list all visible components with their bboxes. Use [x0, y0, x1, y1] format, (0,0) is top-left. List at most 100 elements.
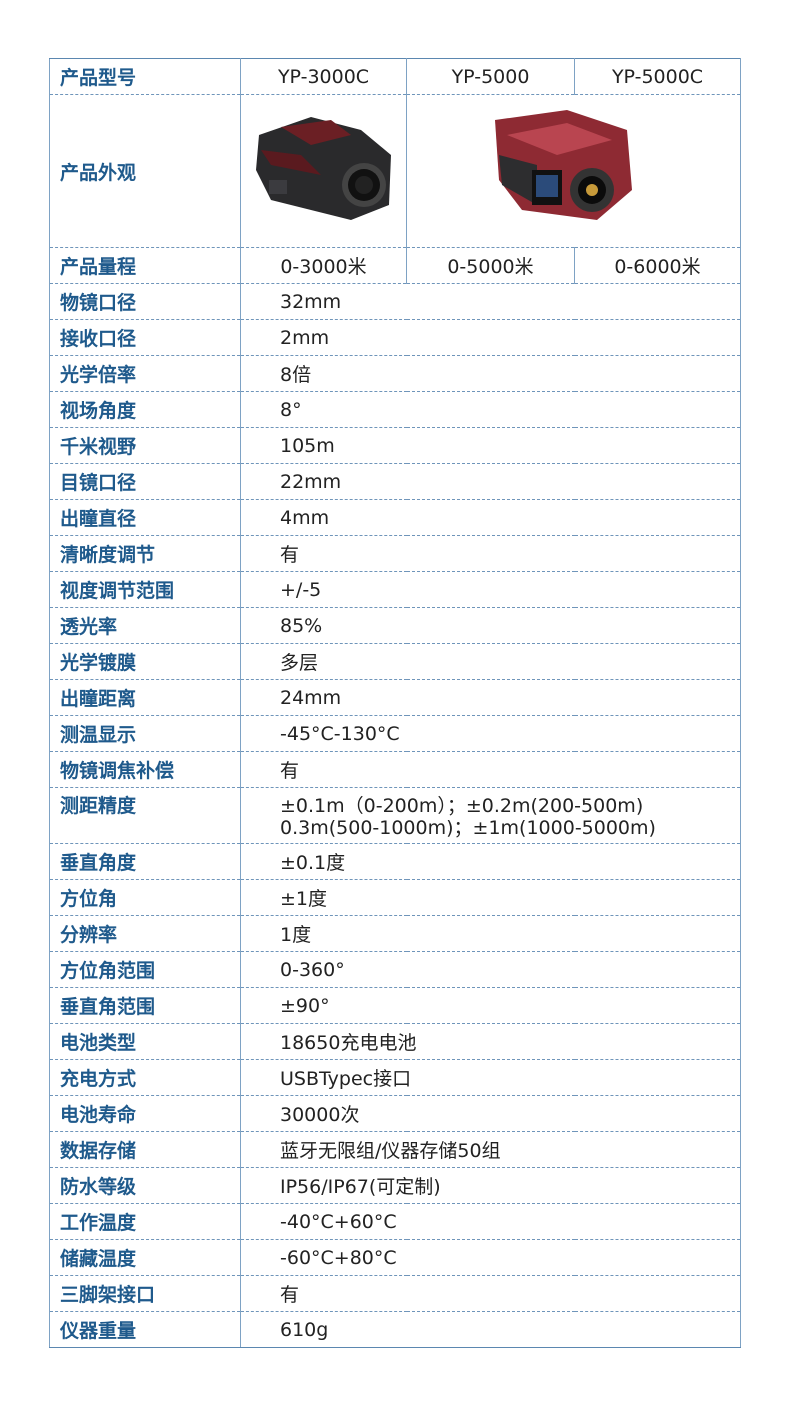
- spec-label: 出瞳直径: [49, 499, 241, 536]
- appearance-row: 产品外观: [49, 94, 741, 248]
- spec-label: 清晰度调节: [49, 535, 241, 572]
- spec-label: 垂直角度: [49, 843, 241, 880]
- spec-row: 测温显示 -45°C-130°C: [49, 715, 741, 752]
- spec-label: 目镜口径: [49, 463, 241, 500]
- range-row: 产品量程 0-3000米 0-5000米 0-6000米: [49, 247, 741, 284]
- spec-label: 数据存储: [49, 1131, 241, 1168]
- spec-label: 电池类型: [49, 1023, 241, 1060]
- product-image-yp5000: [406, 94, 741, 248]
- spec-label: 物镜调焦补偿: [49, 751, 241, 788]
- spec-value: 1度: [240, 915, 741, 952]
- spec-row: 物镜口径 32mm: [49, 283, 741, 320]
- spec-label: 透光率: [49, 607, 241, 644]
- spec-label: 出瞳距离: [49, 679, 241, 716]
- spec-value: 22mm: [240, 463, 741, 500]
- spec-row: 透光率 85%: [49, 607, 741, 644]
- spec-value: 有: [240, 751, 741, 788]
- spec-value: -45°C-130°C: [240, 715, 741, 752]
- range-yp5000: 0-5000米: [406, 247, 575, 284]
- spec-value: 有: [240, 1275, 741, 1312]
- spec-label: 视度调节范围: [49, 571, 241, 608]
- spec-row: 目镜口径 22mm: [49, 463, 741, 500]
- spec-row: 清晰度调节有: [49, 535, 741, 572]
- spec-row: 视度调节范围 +/-5: [49, 571, 741, 608]
- spec-row: 物镜调焦补偿有: [49, 751, 741, 788]
- spec-value: 30000次: [240, 1095, 741, 1132]
- spec-row: 防水等级 IP56/IP67(可定制): [49, 1167, 741, 1204]
- spec-value: 4mm: [240, 499, 741, 536]
- spec-label: 物镜口径: [49, 283, 241, 320]
- range-label: 产品量程: [49, 247, 241, 284]
- rangefinder-dark-image: [256, 117, 391, 220]
- spec-row: 出瞳直径 4mm: [49, 499, 741, 536]
- model-label: 产品型号: [49, 58, 241, 95]
- spec-label: 接收口径: [49, 319, 241, 356]
- accuracy-value: ±0.1m（0-200m）；±0.2m(200-500m) 0.3m(500-10…: [240, 787, 741, 844]
- spec-row: 视场角度 8°: [49, 391, 741, 428]
- spec-row: 电池类型 18650充电电池: [49, 1023, 741, 1060]
- spec-value: ±1度: [240, 879, 741, 916]
- spec-row: 千米视野 105m: [49, 427, 741, 464]
- spec-row: 三脚架接口有: [49, 1275, 741, 1312]
- spec-row: 充电方式 USBTypec接口: [49, 1059, 741, 1096]
- spec-label: 电池寿命: [49, 1095, 241, 1132]
- rangefinder-red-image: [495, 110, 632, 220]
- spec-label: 三脚架接口: [49, 1275, 241, 1312]
- spec-row: 方位角 ±1度: [49, 879, 741, 916]
- spec-value: +/-5: [240, 571, 741, 608]
- spec-value: -40°C+60°C: [240, 1203, 741, 1240]
- spec-value: 24mm: [240, 679, 741, 716]
- spec-value: 18650充电电池: [240, 1023, 741, 1060]
- spec-value: 多层: [240, 643, 741, 680]
- spec-value: USBTypec接口: [240, 1059, 741, 1096]
- spec-row: 垂直角度 ±0.1度: [49, 843, 741, 880]
- spec-value: 0-360°: [240, 951, 741, 988]
- spec-value: -60°C+80°C: [240, 1239, 741, 1276]
- spec-label: 方位角范围: [49, 951, 241, 988]
- spec-row: 光学镀膜 多层: [49, 643, 741, 680]
- spec-label: 视场角度: [49, 391, 241, 428]
- spec-label: 储藏温度: [49, 1239, 241, 1276]
- spec-value: ±0.1度: [240, 843, 741, 880]
- spec-label: 充电方式: [49, 1059, 241, 1096]
- spec-row: 光学倍率 8倍: [49, 355, 741, 392]
- spec-row: 储藏温度 -60°C+80°C: [49, 1239, 741, 1276]
- spec-row: 仪器重量 610g: [49, 1311, 741, 1348]
- spec-value: 有: [240, 535, 741, 572]
- spec-row: 分辨率 1度: [49, 915, 741, 952]
- spec-table: 产品型号 YP-3000C YP-5000 YP-5000C 产品外观: [49, 58, 741, 1348]
- model-yp3000c: YP-3000C: [240, 58, 407, 95]
- spec-label: 测温显示: [49, 715, 241, 752]
- spec-row: 数据存储 蓝牙无限组/仪器存储50组: [49, 1131, 741, 1168]
- model-yp5000c: YP-5000C: [574, 58, 741, 95]
- spec-label: 防水等级: [49, 1167, 241, 1204]
- spec-value: 85%: [240, 607, 741, 644]
- model-row: 产品型号 YP-3000C YP-5000 YP-5000C: [49, 58, 741, 95]
- spec-label: 仪器重量: [49, 1311, 241, 1348]
- appearance-label: 产品外观: [49, 94, 241, 248]
- spec-value: 蓝牙无限组/仪器存储50组: [240, 1131, 741, 1168]
- spec-row: 工作温度 -40°C+60°C: [49, 1203, 741, 1240]
- spec-value: 2mm: [240, 319, 741, 356]
- spec-label: 方位角: [49, 879, 241, 916]
- spec-label: 光学镀膜: [49, 643, 241, 680]
- accuracy-label: 测距精度: [49, 787, 241, 844]
- accuracy-line-1: ±0.1m（0-200m）；±0.2m(200-500m): [280, 795, 644, 817]
- spec-row: 接收口径 2mm: [49, 319, 741, 356]
- spec-label: 分辨率: [49, 915, 241, 952]
- model-yp5000: YP-5000: [406, 58, 575, 95]
- spec-value: 105m: [240, 427, 741, 464]
- spec-value: 610g: [240, 1311, 741, 1348]
- spec-value: 8倍: [240, 355, 741, 392]
- spec-label: 光学倍率: [49, 355, 241, 392]
- range-yp3000c: 0-3000米: [240, 247, 407, 284]
- spec-label: 垂直角范围: [49, 987, 241, 1024]
- spec-row: 出瞳距离 24mm: [49, 679, 741, 716]
- accuracy-line-2: 0.3m(500-1000m)；±1m(1000-5000m): [280, 817, 656, 839]
- spec-row: 电池寿命 30000次: [49, 1095, 741, 1132]
- spec-value: IP56/IP67(可定制): [240, 1167, 741, 1204]
- range-yp5000c: 0-6000米: [574, 247, 741, 284]
- spec-row: 垂直角范围 ±90°: [49, 987, 741, 1024]
- spec-label: 工作温度: [49, 1203, 241, 1240]
- spec-row: 方位角范围 0-360°: [49, 951, 741, 988]
